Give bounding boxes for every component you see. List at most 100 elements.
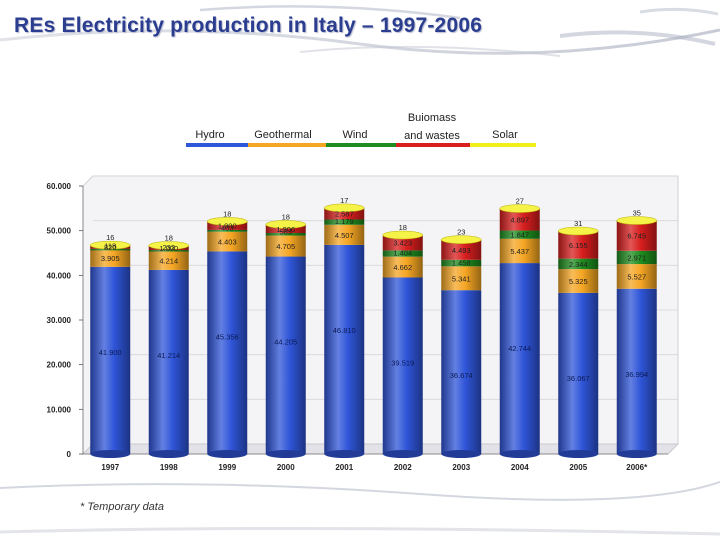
data-label-geothermal-1999: 4.403	[218, 238, 237, 247]
legend-label-solar: Solar	[492, 129, 518, 141]
bar-top-cap	[265, 220, 306, 229]
data-label-wind-2002: 1.404	[393, 249, 412, 258]
bar-geothermal-2002	[382, 256, 423, 278]
data-label-solar-2001: 17	[340, 196, 348, 205]
bar-hydro-2004	[499, 263, 540, 454]
data-label-biomass-2003: 4.493	[452, 246, 471, 255]
bar-biomass-1999	[207, 221, 248, 230]
data-label-wind-2000: 563	[279, 228, 292, 237]
bar-hydro-1998	[148, 269, 189, 454]
bar-base	[148, 450, 189, 458]
legend-label-biomass: Buiomass	[408, 112, 457, 124]
y-tick-label: 0	[67, 450, 72, 459]
footnote: * Temporary data	[80, 501, 164, 513]
legend-swatch-solar	[470, 143, 536, 147]
stacked-bar-chart: 0 10.000 20.000 30.000 40.000 50.000 60.000 Hyd…	[47, 112, 680, 472]
data-label-solar-2005: 31	[574, 219, 582, 228]
bar-hydro-1999	[207, 251, 248, 454]
x-tick-label: 2004	[511, 463, 529, 472]
legend-label-wind: Wind	[342, 129, 367, 141]
bar-base	[324, 450, 365, 458]
bar-geothermal-2000	[265, 235, 306, 257]
legend-label-biomass: and wastes	[404, 130, 460, 142]
bar-biomass-2005	[558, 231, 599, 259]
bar-top-cap	[148, 241, 189, 250]
data-label-hydro-2001: 46.810	[333, 326, 356, 335]
data-label-geothermal-2000: 4.705	[276, 242, 295, 251]
bar-base	[382, 450, 423, 458]
data-label-wind-1998: 232	[162, 243, 175, 252]
bar-wind-1997	[90, 248, 131, 251]
data-label-biomass-1997: 820	[104, 243, 117, 252]
y-tick-label: 30.000	[47, 316, 72, 325]
bar-geothermal-2004	[499, 238, 540, 264]
bar-wind-2003	[441, 259, 482, 267]
legend-swatch-geothermal	[248, 143, 326, 147]
slide-title: REs Electricity production in Italy – 19…	[14, 14, 483, 37]
bar-top-cap	[324, 203, 365, 213]
bar-base	[207, 450, 248, 458]
bar-top-cap	[90, 240, 131, 250]
y-tick-label: 20.000	[47, 361, 72, 370]
bar-base	[499, 450, 540, 458]
data-label-geothermal-2001: 4.507	[335, 231, 354, 240]
data-label-hydro-1999: 45.356	[216, 332, 239, 341]
data-label-hydro-2003: 36.674	[450, 371, 473, 380]
y-tick-label: 50.000	[47, 227, 72, 236]
data-label-geothermal-2003: 5.341	[452, 274, 471, 283]
bar-hydro-2002	[382, 277, 423, 454]
bar-top-cap	[441, 235, 482, 244]
bar-biomass-2000	[265, 224, 306, 234]
bar-hydro-1997	[90, 266, 131, 454]
data-label-solar-2003: 23	[457, 228, 465, 237]
data-label-solar-1998: 18	[165, 234, 173, 243]
bar-top-cap	[616, 216, 657, 225]
x-tick-label: 2005	[569, 463, 587, 472]
y-tick-label: 40.000	[47, 271, 72, 280]
data-label-wind-2004: 1.847	[510, 231, 529, 240]
data-label-geothermal-1998: 4.214	[159, 256, 178, 265]
data-label-biomass-2002: 3.423	[393, 239, 412, 248]
data-label-wind-2005: 2.344	[569, 260, 588, 269]
data-label-hydro-1997: 41.900	[99, 348, 122, 357]
bar-base	[265, 450, 306, 458]
bar-geothermal-2003	[441, 266, 482, 291]
bar-geothermal-2005	[558, 269, 599, 293]
bar-hydro-2005	[558, 292, 599, 454]
legend-swatch-wind	[326, 143, 396, 147]
x-tick-label: 2003	[452, 463, 470, 472]
data-label-geothermal-1997: 3.905	[101, 254, 120, 263]
bar-base	[616, 450, 657, 458]
bar-wind-2005	[558, 258, 599, 270]
data-label-geothermal-2002: 4.662	[393, 263, 412, 272]
x-tick-label: 1997	[101, 463, 119, 472]
data-label-hydro-2005: 36.067	[567, 374, 590, 383]
bar-wind-1999	[207, 229, 248, 232]
data-label-solar-2000: 18	[282, 212, 290, 221]
bar-biomass-2002	[382, 235, 423, 251]
bar-hydro-2003	[441, 290, 482, 454]
data-label-solar-2004: 27	[516, 197, 524, 206]
data-label-solar-1999: 18	[223, 209, 231, 218]
x-tick-label: 1998	[160, 463, 178, 472]
data-label-biomass-2004: 4.897	[510, 216, 529, 225]
bar-top-cap	[382, 230, 423, 240]
data-label-wind-2001: 1.179	[335, 217, 354, 226]
data-label-biomass-2001: 2.587	[335, 210, 354, 219]
bar-biomass-2001	[324, 207, 365, 220]
data-label-biomass-1998: 1.000	[159, 244, 178, 253]
data-label-biomass-2006: 6.745	[627, 232, 646, 241]
bar-geothermal-1997	[90, 249, 131, 267]
bar-base	[441, 450, 482, 458]
bar-hydro-2006	[616, 288, 657, 454]
x-tick-label: 1999	[218, 463, 236, 472]
data-label-geothermal-2004: 5.437	[510, 247, 529, 256]
data-label-geothermal-2005: 5.325	[569, 277, 588, 286]
data-label-solar-1997: 16	[106, 233, 114, 242]
bar-wind-2000	[265, 233, 306, 236]
legend-swatch-biomass	[396, 143, 470, 147]
x-tick-label: 2000	[277, 463, 295, 472]
data-label-hydro-1998: 41.214	[157, 351, 180, 360]
data-label-biomass-1999: 1.900	[218, 222, 237, 231]
bar-biomass-2006	[616, 220, 657, 251]
